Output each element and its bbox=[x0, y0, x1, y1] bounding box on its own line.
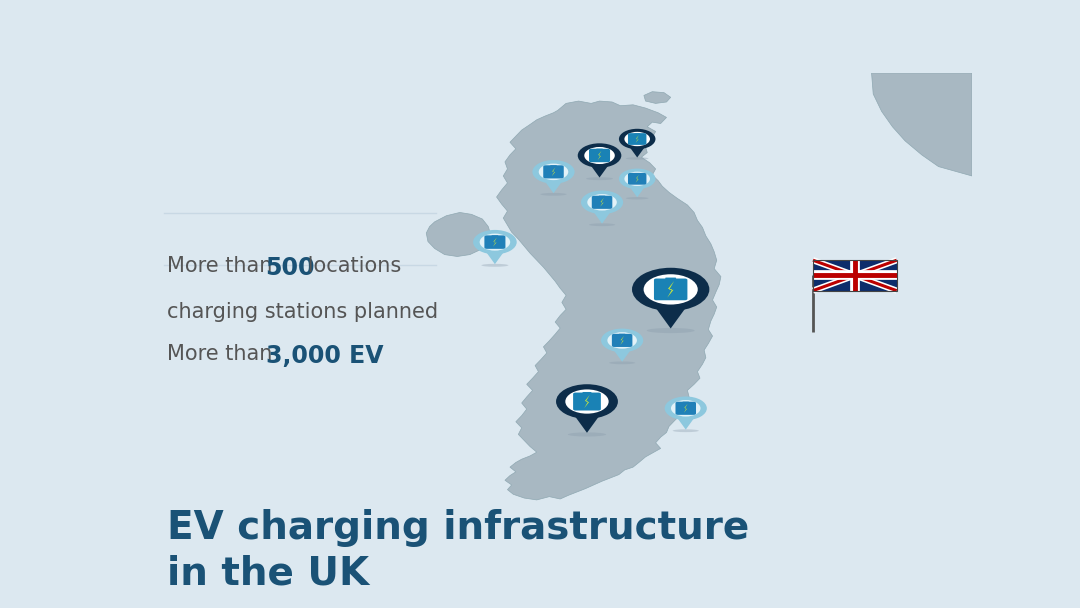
Circle shape bbox=[632, 268, 710, 311]
Circle shape bbox=[584, 147, 615, 164]
Polygon shape bbox=[600, 198, 604, 207]
Polygon shape bbox=[626, 142, 648, 157]
Ellipse shape bbox=[589, 223, 616, 226]
FancyBboxPatch shape bbox=[573, 393, 600, 410]
FancyBboxPatch shape bbox=[596, 148, 603, 151]
Bar bbox=[813, 260, 896, 291]
FancyBboxPatch shape bbox=[491, 235, 498, 237]
FancyBboxPatch shape bbox=[619, 334, 625, 336]
Ellipse shape bbox=[586, 178, 613, 180]
Polygon shape bbox=[635, 175, 639, 183]
Polygon shape bbox=[620, 336, 624, 345]
FancyBboxPatch shape bbox=[634, 173, 640, 175]
Text: 500: 500 bbox=[266, 255, 315, 280]
FancyBboxPatch shape bbox=[683, 402, 689, 404]
FancyBboxPatch shape bbox=[582, 392, 592, 395]
Circle shape bbox=[588, 194, 617, 210]
Ellipse shape bbox=[568, 432, 606, 437]
Polygon shape bbox=[497, 101, 721, 500]
Circle shape bbox=[565, 390, 609, 413]
FancyBboxPatch shape bbox=[665, 278, 676, 280]
Polygon shape bbox=[872, 73, 972, 176]
Polygon shape bbox=[626, 182, 648, 197]
FancyBboxPatch shape bbox=[592, 196, 612, 209]
Circle shape bbox=[532, 160, 575, 184]
Text: locations: locations bbox=[300, 255, 401, 275]
Polygon shape bbox=[586, 159, 613, 178]
FancyBboxPatch shape bbox=[627, 133, 647, 145]
Circle shape bbox=[539, 164, 568, 180]
Polygon shape bbox=[635, 135, 639, 143]
Polygon shape bbox=[427, 212, 490, 257]
Text: More than: More than bbox=[166, 255, 285, 275]
Ellipse shape bbox=[540, 193, 567, 196]
Polygon shape bbox=[482, 246, 509, 264]
Polygon shape bbox=[540, 175, 567, 193]
Polygon shape bbox=[584, 395, 590, 408]
Polygon shape bbox=[568, 406, 606, 433]
Polygon shape bbox=[644, 92, 671, 103]
Ellipse shape bbox=[647, 328, 694, 333]
Ellipse shape bbox=[673, 429, 699, 432]
FancyBboxPatch shape bbox=[627, 173, 647, 185]
FancyBboxPatch shape bbox=[598, 196, 606, 198]
Polygon shape bbox=[552, 167, 555, 176]
FancyBboxPatch shape bbox=[589, 149, 610, 162]
Circle shape bbox=[671, 400, 701, 416]
Ellipse shape bbox=[626, 197, 648, 199]
FancyBboxPatch shape bbox=[634, 133, 640, 135]
Ellipse shape bbox=[626, 157, 648, 160]
Circle shape bbox=[480, 233, 510, 250]
Polygon shape bbox=[647, 295, 694, 328]
Text: EV charging infrastructure
in the UK: EV charging infrastructure in the UK bbox=[166, 510, 750, 593]
FancyBboxPatch shape bbox=[612, 334, 633, 347]
Text: 3,000 EV: 3,000 EV bbox=[266, 345, 383, 368]
FancyBboxPatch shape bbox=[543, 165, 564, 178]
Polygon shape bbox=[492, 237, 497, 247]
Bar bbox=[813, 260, 896, 291]
Circle shape bbox=[644, 274, 698, 305]
Circle shape bbox=[602, 328, 644, 352]
Circle shape bbox=[578, 143, 621, 168]
Circle shape bbox=[624, 132, 650, 146]
Ellipse shape bbox=[609, 361, 635, 364]
FancyBboxPatch shape bbox=[550, 165, 557, 167]
Polygon shape bbox=[684, 404, 688, 413]
Text: charging stations planned: charging stations planned bbox=[166, 302, 437, 322]
Circle shape bbox=[473, 230, 516, 254]
Polygon shape bbox=[609, 344, 635, 362]
Circle shape bbox=[619, 129, 656, 149]
Polygon shape bbox=[673, 412, 699, 430]
Circle shape bbox=[556, 384, 618, 419]
FancyBboxPatch shape bbox=[654, 278, 687, 300]
Circle shape bbox=[581, 190, 623, 214]
Polygon shape bbox=[667, 281, 674, 298]
FancyBboxPatch shape bbox=[485, 235, 505, 249]
Ellipse shape bbox=[482, 264, 509, 267]
Polygon shape bbox=[597, 151, 602, 160]
Polygon shape bbox=[589, 206, 616, 224]
Circle shape bbox=[664, 396, 706, 420]
Text: More than: More than bbox=[166, 345, 285, 364]
FancyBboxPatch shape bbox=[675, 402, 696, 415]
Circle shape bbox=[624, 171, 650, 186]
Circle shape bbox=[607, 332, 637, 348]
Circle shape bbox=[619, 168, 656, 189]
